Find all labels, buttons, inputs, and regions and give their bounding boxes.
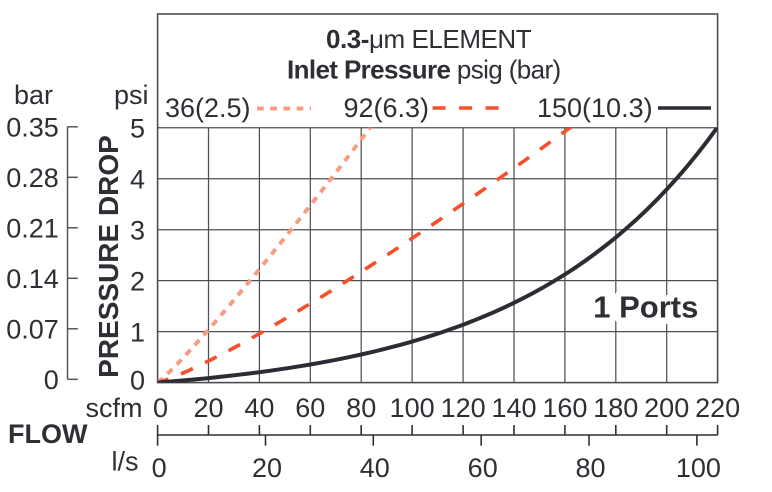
svg-text:psi: psi [114, 80, 149, 110]
svg-text:4: 4 [130, 165, 145, 195]
svg-text:60: 60 [468, 453, 498, 483]
svg-text:l/s: l/s [112, 447, 139, 477]
svg-text:0.28: 0.28 [6, 163, 59, 193]
svg-text:0.14: 0.14 [6, 264, 59, 294]
svg-text:Inlet Pressure psig (bar): Inlet Pressure psig (bar) [287, 54, 561, 84]
svg-text:140: 140 [491, 393, 536, 423]
svg-text:0: 0 [130, 366, 145, 396]
svg-text:0: 0 [152, 453, 167, 483]
svg-text:92(6.3): 92(6.3) [344, 93, 430, 123]
svg-text:0.21: 0.21 [6, 214, 59, 244]
svg-text:120: 120 [441, 393, 486, 423]
svg-text:60: 60 [295, 393, 325, 423]
svg-text:160: 160 [542, 393, 587, 423]
svg-text:scfm: scfm [86, 393, 143, 423]
svg-text:1: 1 [130, 317, 145, 347]
svg-text:bar: bar [14, 80, 53, 110]
svg-text:2: 2 [130, 266, 145, 296]
svg-text:0: 0 [153, 393, 168, 423]
svg-text:36(2.5): 36(2.5) [165, 93, 251, 123]
svg-text:20: 20 [252, 453, 282, 483]
svg-text:220: 220 [695, 393, 740, 423]
svg-text:100: 100 [390, 393, 435, 423]
svg-text:200: 200 [644, 393, 689, 423]
svg-text:0.35: 0.35 [6, 113, 59, 143]
svg-text:FLOW: FLOW [8, 419, 88, 449]
svg-text:0.07: 0.07 [6, 315, 59, 345]
svg-text:PRESSURE DROP: PRESSURE DROP [93, 135, 124, 378]
svg-text:40: 40 [244, 393, 274, 423]
svg-text:80: 80 [346, 393, 376, 423]
svg-text:0: 0 [44, 365, 59, 395]
svg-text:150(10.3): 150(10.3) [537, 93, 653, 123]
svg-text:40: 40 [360, 453, 390, 483]
svg-text:80: 80 [575, 453, 605, 483]
svg-text:180: 180 [593, 393, 638, 423]
svg-text:100: 100 [676, 453, 721, 483]
svg-text:20: 20 [193, 393, 223, 423]
svg-text:5: 5 [130, 114, 145, 144]
svg-text:0.3-μm ELEMENT: 0.3-μm ELEMENT [326, 24, 532, 54]
svg-text:3: 3 [130, 216, 145, 246]
svg-text:1 Ports: 1 Ports [593, 289, 698, 324]
